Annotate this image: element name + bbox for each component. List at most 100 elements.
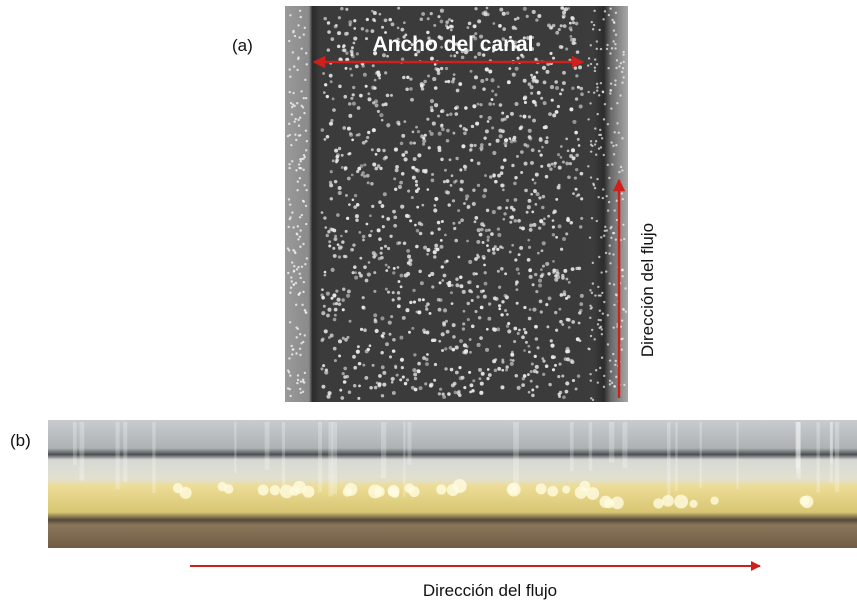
particle xyxy=(431,178,435,182)
particle xyxy=(532,178,535,181)
particle xyxy=(534,325,538,329)
particle xyxy=(603,118,605,120)
particle xyxy=(516,288,519,291)
particle xyxy=(438,227,441,230)
particle xyxy=(409,301,412,304)
particle xyxy=(424,382,427,385)
particle xyxy=(409,219,412,222)
particle xyxy=(578,65,582,69)
particle xyxy=(362,306,366,310)
particle xyxy=(287,369,289,371)
particle xyxy=(434,363,437,366)
particle xyxy=(368,234,372,238)
particle xyxy=(354,276,358,280)
particle xyxy=(446,179,450,183)
annotation: Ancho del canal xyxy=(372,33,533,56)
particle xyxy=(436,248,439,251)
particle xyxy=(623,238,625,240)
particle xyxy=(545,303,548,306)
particle xyxy=(373,313,377,317)
particle xyxy=(331,268,335,272)
particle xyxy=(326,95,329,98)
panel-label: (b) xyxy=(10,431,31,450)
particle xyxy=(520,171,523,174)
particle xyxy=(434,86,437,89)
particle xyxy=(496,139,500,143)
particle xyxy=(623,61,625,63)
particle xyxy=(598,29,600,31)
particle xyxy=(559,391,562,394)
particle xyxy=(338,191,342,195)
particle xyxy=(402,375,405,378)
particle xyxy=(334,314,337,317)
particle xyxy=(498,129,502,133)
particle xyxy=(580,92,584,96)
particle xyxy=(476,285,479,288)
particle xyxy=(360,174,363,177)
particle xyxy=(533,75,536,78)
particle xyxy=(289,14,291,16)
reflection xyxy=(736,422,738,489)
particle xyxy=(353,42,356,45)
particle xyxy=(400,285,403,288)
particle xyxy=(597,381,599,383)
particle xyxy=(434,67,437,70)
particle xyxy=(469,383,473,387)
particle xyxy=(375,72,378,75)
particle xyxy=(367,348,370,351)
particle xyxy=(401,172,405,176)
particle xyxy=(321,128,325,132)
particle xyxy=(601,292,603,294)
particle xyxy=(607,164,609,166)
particle xyxy=(430,109,434,113)
particle xyxy=(388,321,392,325)
particle xyxy=(595,140,597,142)
particle xyxy=(552,233,555,236)
particle xyxy=(441,220,444,223)
particle xyxy=(598,256,600,258)
particle xyxy=(579,225,582,228)
particle xyxy=(393,267,396,270)
particle xyxy=(526,211,529,214)
particle xyxy=(543,80,547,84)
particle xyxy=(514,198,518,202)
particle xyxy=(295,352,297,354)
particle xyxy=(458,82,462,86)
particle xyxy=(603,375,605,377)
particle xyxy=(523,328,526,331)
particle xyxy=(428,274,431,277)
particle xyxy=(547,215,550,218)
particle xyxy=(477,161,481,165)
particle xyxy=(565,278,568,281)
reflection xyxy=(265,422,270,470)
particle xyxy=(467,318,470,321)
particle xyxy=(362,235,366,239)
particle xyxy=(412,289,415,292)
particle xyxy=(454,239,458,243)
particle xyxy=(604,103,606,105)
particle xyxy=(392,338,396,342)
particle xyxy=(550,85,554,89)
particle xyxy=(349,23,352,26)
particle xyxy=(599,310,601,312)
particle xyxy=(305,130,307,132)
particle xyxy=(351,138,354,141)
particle xyxy=(334,25,338,29)
particle xyxy=(455,278,458,281)
particle xyxy=(353,36,357,40)
particle xyxy=(596,48,598,50)
particle xyxy=(530,74,533,77)
particle xyxy=(453,227,456,230)
particle xyxy=(440,245,444,249)
particle xyxy=(400,28,404,32)
particle xyxy=(412,131,415,134)
particle xyxy=(521,335,525,339)
particle xyxy=(560,145,563,148)
particle xyxy=(492,327,496,331)
particle xyxy=(372,128,376,132)
particle xyxy=(612,253,614,255)
particle xyxy=(487,249,490,252)
particle xyxy=(452,323,456,327)
particle xyxy=(503,141,507,145)
particle xyxy=(363,175,366,178)
